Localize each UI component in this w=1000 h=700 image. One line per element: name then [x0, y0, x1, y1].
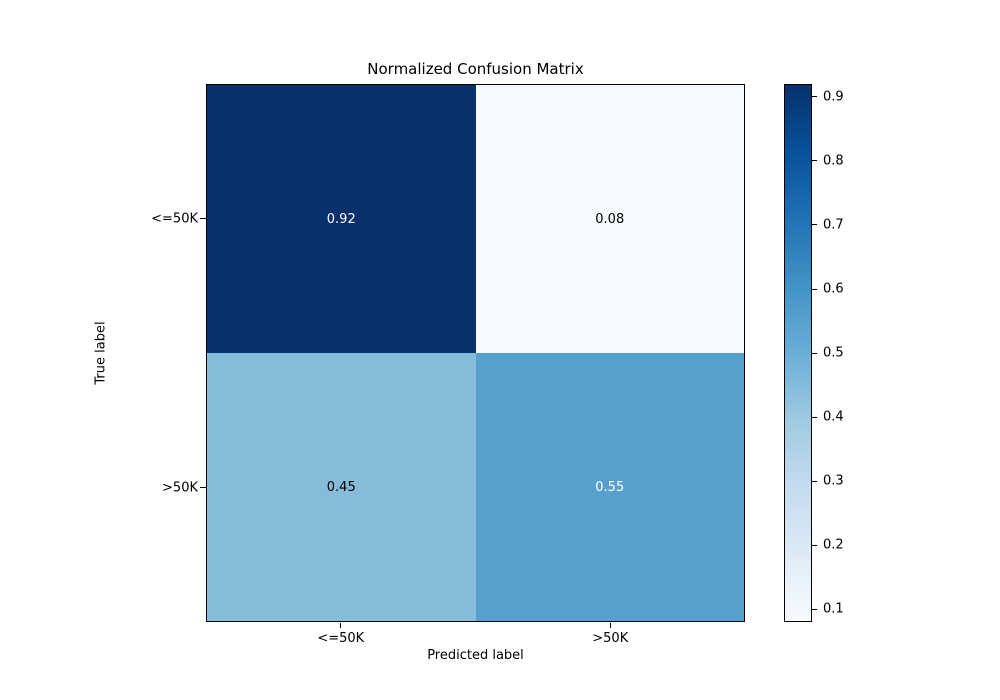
colorbar-tick-mark	[812, 416, 817, 418]
colorbar-tick-label: 0.7	[823, 217, 844, 233]
colorbar-tick-mark	[812, 288, 817, 290]
colorbar-tick-label: 0.1	[823, 601, 844, 617]
x-axis-label: Predicted label	[427, 648, 524, 663]
x-tick-mark	[340, 623, 341, 628]
colorbar-tick-label: 0.8	[823, 153, 844, 169]
colorbar-tick-label: 0.4	[823, 409, 844, 425]
heatmap-axes: 0.92 0.08 0.45 0.55	[206, 84, 745, 622]
colorbar-tick-mark	[812, 160, 817, 162]
colorbar-tick-label: 0.3	[823, 473, 844, 489]
chart-title: Normalized Confusion Matrix	[367, 60, 584, 78]
x-tick-mark	[610, 623, 611, 628]
heatmap-cell-true-le50k-pred-le50k: 0.92	[207, 85, 476, 353]
colorbar	[784, 84, 812, 622]
x-tick-label-le50k: <=50K	[317, 631, 365, 646]
colorbar-tick-mark	[812, 96, 817, 98]
y-tick-label-gt50k: >50K	[162, 480, 198, 495]
heatmap-cell-true-gt50k-pred-le50k: 0.45	[207, 353, 476, 621]
colorbar-tick-mark	[812, 352, 817, 354]
y-tick-label-le50k: <=50K	[151, 211, 198, 226]
y-tick-mark	[200, 487, 206, 488]
y-axis-label: True label	[93, 321, 109, 385]
y-tick-mark	[200, 218, 206, 219]
colorbar-tick-mark	[812, 224, 817, 226]
colorbar-tick-mark	[812, 608, 817, 610]
colorbar-tick-mark	[812, 544, 817, 546]
colorbar-gradient	[785, 85, 811, 621]
colorbar-tick-label: 0.2	[823, 537, 844, 553]
colorbar-tick-mark	[812, 480, 817, 482]
colorbar-tick-label: 0.6	[823, 281, 844, 297]
heatmap-cell-true-le50k-pred-gt50k: 0.08	[475, 85, 744, 353]
colorbar-tick-label: 0.9	[823, 89, 844, 105]
heatmap-cell-true-gt50k-pred-gt50k: 0.55	[475, 353, 744, 621]
colorbar-tick-label: 0.5	[823, 345, 844, 361]
x-tick-label-gt50k: >50K	[592, 631, 629, 646]
